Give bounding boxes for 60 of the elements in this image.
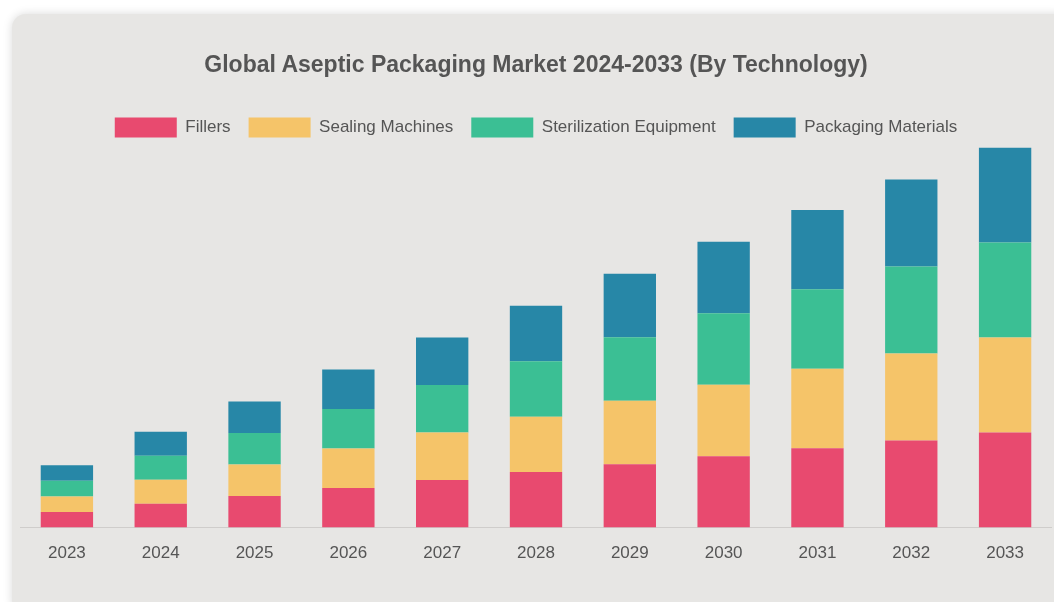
bar bbox=[228, 464, 281, 497]
bar bbox=[509, 305, 563, 362]
bar bbox=[791, 448, 844, 528]
bar bbox=[322, 488, 375, 528]
bar bbox=[697, 241, 750, 314]
bar bbox=[697, 456, 750, 528]
bar bbox=[322, 409, 375, 449]
bar bbox=[134, 479, 187, 504]
bar bbox=[885, 266, 938, 354]
bar bbox=[416, 480, 469, 528]
bar bbox=[322, 448, 375, 489]
bar bbox=[885, 440, 938, 528]
x-tick-label: 2024 bbox=[141, 543, 180, 563]
bar bbox=[416, 385, 469, 433]
bar bbox=[228, 496, 281, 528]
x-tick-label: 2030 bbox=[704, 543, 743, 563]
bar bbox=[978, 242, 1032, 338]
bar bbox=[134, 431, 187, 456]
bar bbox=[885, 179, 938, 267]
bar bbox=[885, 353, 938, 441]
bar bbox=[978, 337, 1032, 433]
bar bbox=[134, 503, 187, 528]
bar bbox=[40, 480, 94, 497]
bar bbox=[697, 384, 750, 457]
bar bbox=[509, 361, 563, 417]
x-tick-label: 2023 bbox=[48, 543, 86, 563]
bar bbox=[697, 313, 750, 385]
bar bbox=[603, 337, 656, 401]
bar bbox=[416, 432, 469, 481]
bar bbox=[416, 337, 469, 386]
x-tick-label: 2025 bbox=[235, 543, 274, 563]
bar bbox=[322, 369, 375, 410]
chart-title: Global Aseptic Packaging Market 2024-2033 (By Technology) bbox=[204, 51, 868, 78]
x-tick-label: 2032 bbox=[892, 543, 931, 563]
bar bbox=[791, 368, 844, 449]
bar bbox=[40, 512, 94, 528]
x-tick-label: 2033 bbox=[986, 543, 1024, 563]
x-tick-label: 2028 bbox=[517, 543, 555, 563]
bar bbox=[603, 464, 656, 528]
x-tick-label: 2029 bbox=[610, 543, 649, 563]
x-tick-label: 2031 bbox=[798, 543, 837, 563]
bar bbox=[228, 432, 281, 465]
bar bbox=[791, 289, 844, 369]
bar bbox=[978, 147, 1032, 243]
bar bbox=[603, 273, 656, 338]
x-tick-label: 2026 bbox=[329, 543, 368, 563]
legend-label: Sealing Machines bbox=[319, 117, 454, 137]
bar bbox=[509, 472, 563, 528]
bar bbox=[228, 401, 281, 433]
bar bbox=[509, 416, 563, 473]
legend-label: Fillers bbox=[185, 117, 231, 137]
bar bbox=[791, 209, 844, 290]
bar bbox=[603, 400, 656, 465]
bar bbox=[978, 432, 1032, 528]
legend-label: Sterilization Equipment bbox=[541, 117, 716, 137]
bar bbox=[40, 496, 94, 513]
x-tick-label: 2027 bbox=[423, 543, 462, 563]
legend-label: Packaging Materials bbox=[804, 117, 958, 137]
bar bbox=[40, 465, 94, 481]
bar bbox=[134, 455, 187, 480]
